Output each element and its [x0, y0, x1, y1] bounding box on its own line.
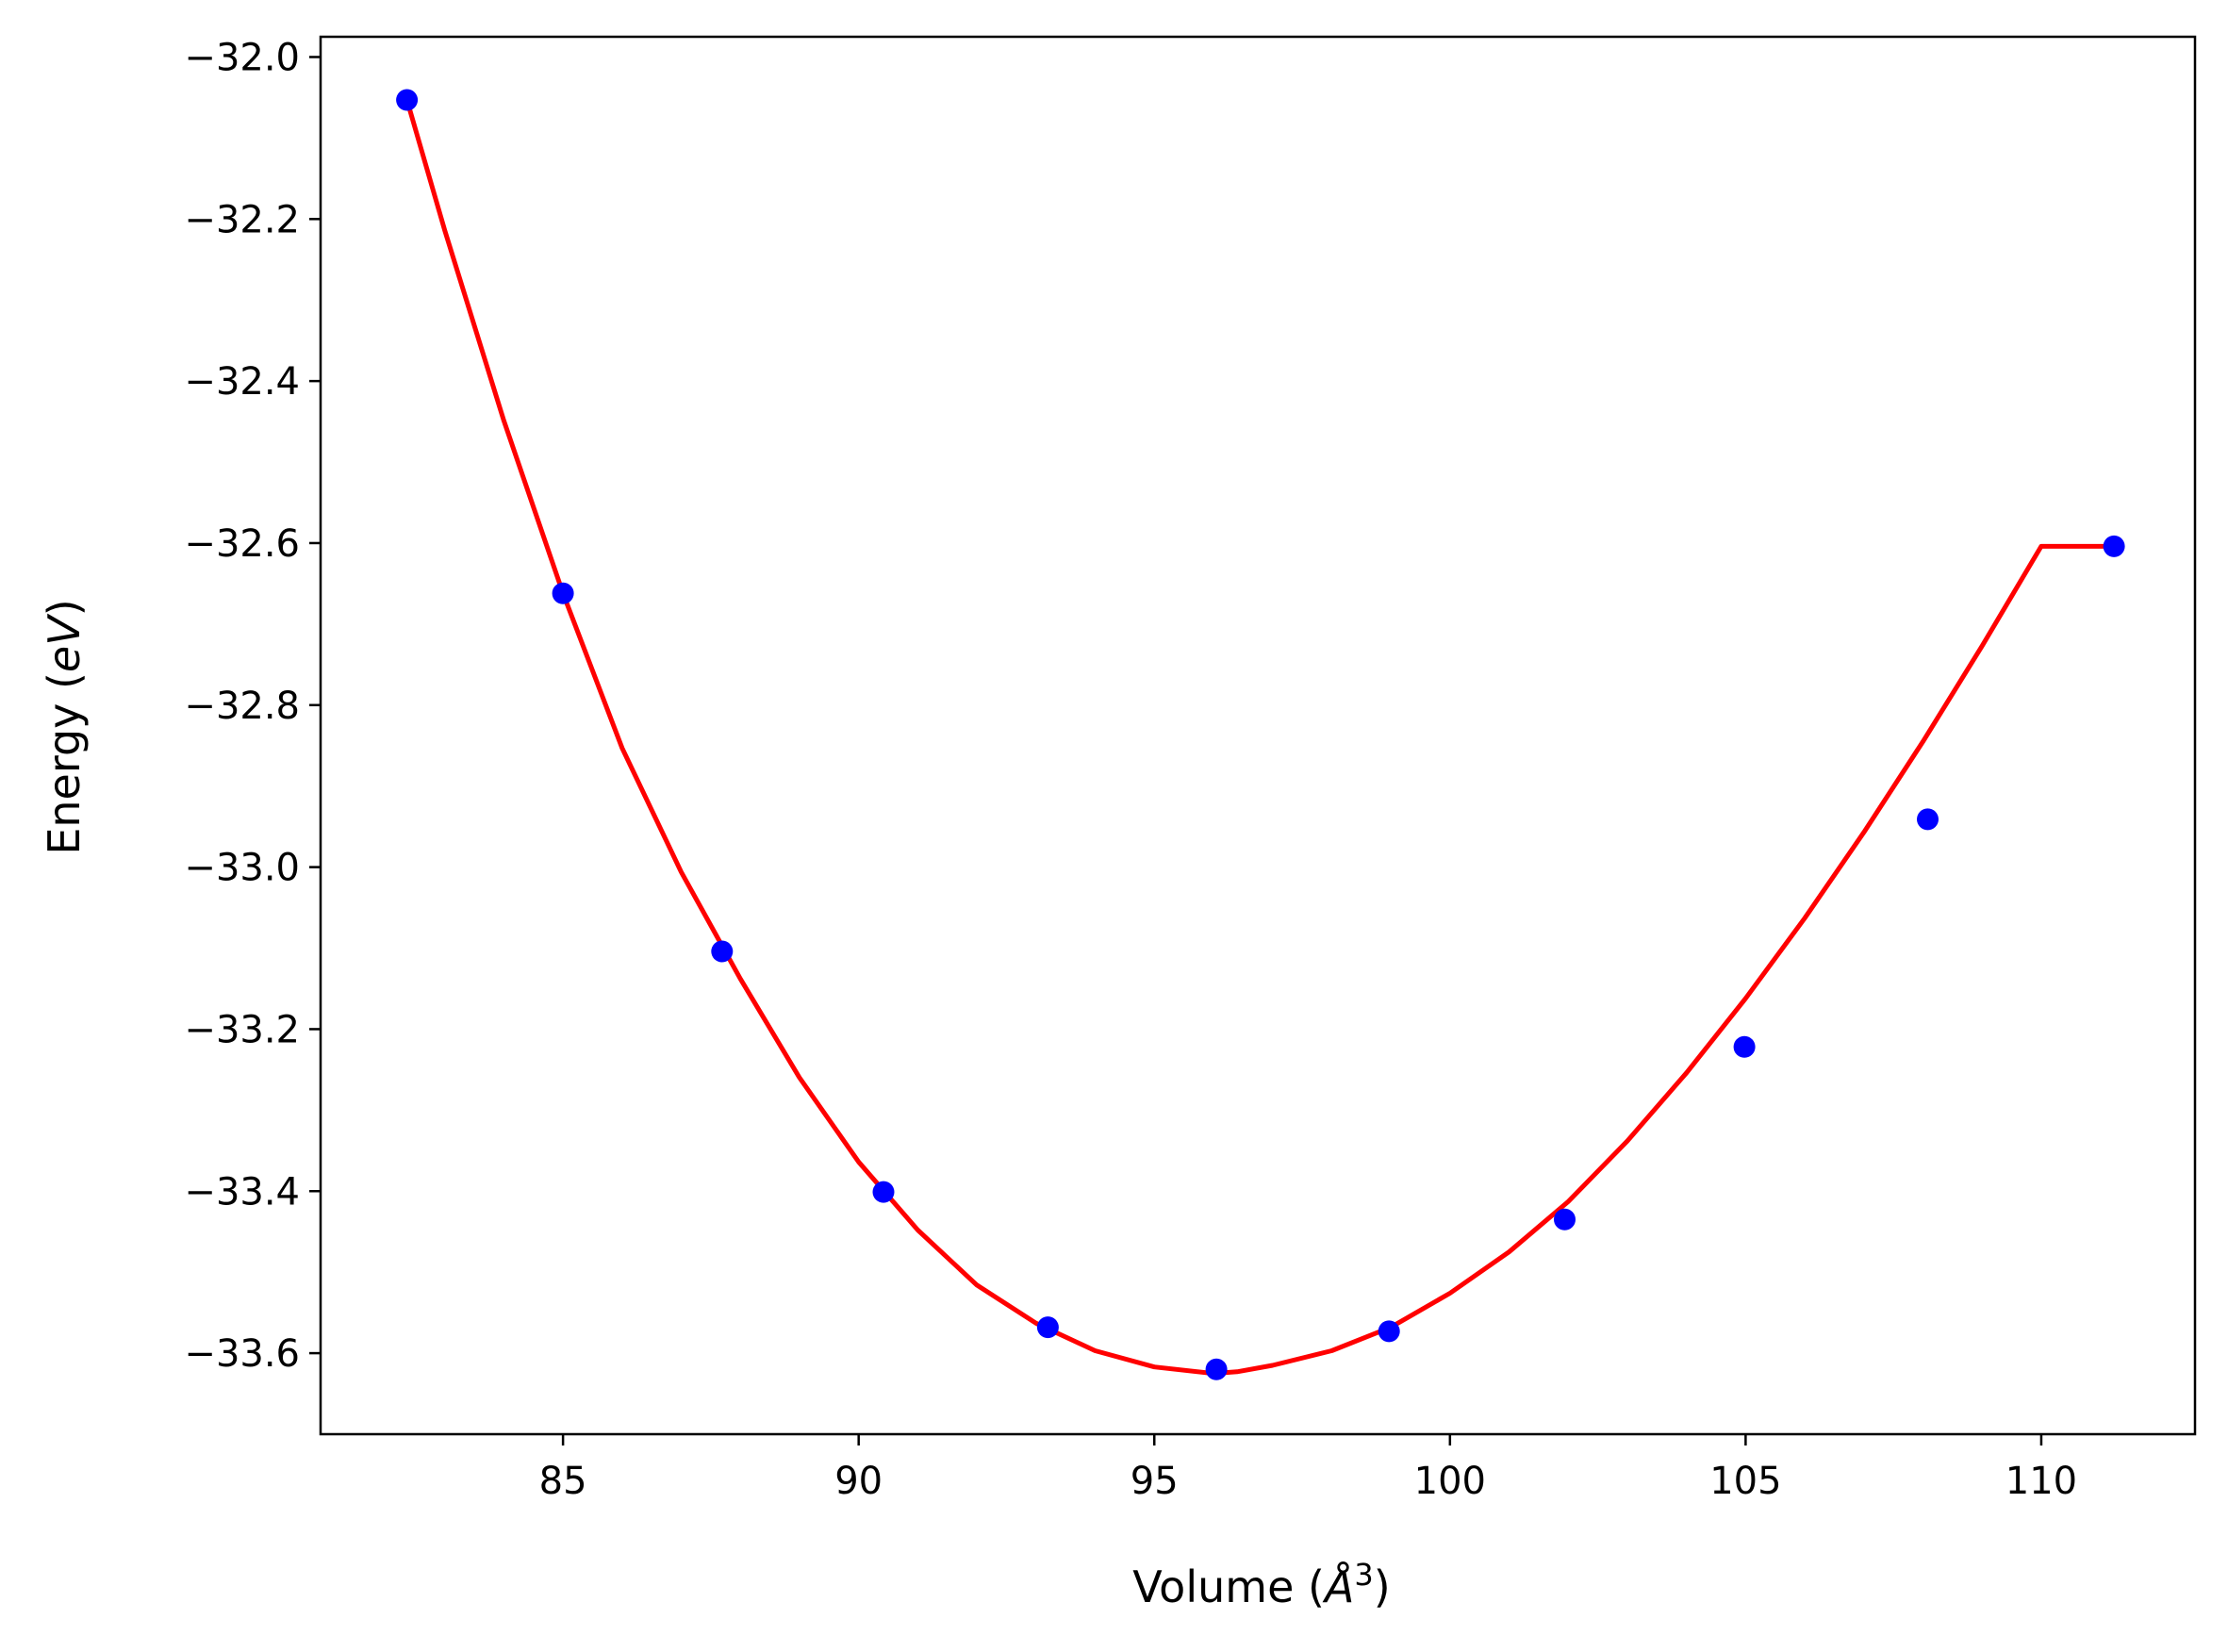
y-axis-label: Energy (eV) — [39, 599, 90, 854]
data-point — [1733, 1035, 1756, 1058]
x-tick-label: 105 — [1709, 1460, 1781, 1503]
y-tick-label: −32.6 — [184, 522, 300, 566]
y-tick-label: −33.6 — [184, 1332, 300, 1376]
x-tick-label: 90 — [834, 1460, 883, 1503]
y-tick-label: −33.0 — [184, 847, 300, 890]
x-tick-label: 85 — [539, 1460, 587, 1503]
data-point — [1554, 1208, 1576, 1231]
data-point — [2103, 535, 2125, 557]
x-tick-label: 95 — [1131, 1460, 1179, 1503]
y-tick-label: −32.2 — [184, 198, 300, 241]
data-point — [1036, 1316, 1059, 1339]
x-axis: 85 90 95 100 105 110 — [539, 1434, 2077, 1503]
y-tick-label: −32.0 — [184, 36, 300, 79]
x-axis-label: Volume (Å3) — [1132, 1557, 1390, 1612]
y-tick-label: −33.2 — [184, 1008, 300, 1051]
data-point — [1205, 1358, 1228, 1380]
fit-curve — [404, 99, 2115, 1377]
x-tick-label: 100 — [1414, 1460, 1486, 1503]
y-axis: −32.0 −32.2 −32.4 −32.6 −32.8 −33.0 −33.2 −33.4… — [184, 36, 321, 1376]
data-point — [872, 1181, 895, 1203]
plot-area — [319, 35, 2197, 1436]
plot-frame — [319, 35, 2197, 1436]
data-point — [711, 940, 734, 963]
data-point — [1378, 1320, 1400, 1343]
x-tick-label: 110 — [2005, 1460, 2077, 1503]
data-point — [1917, 808, 1939, 831]
y-tick-label: −32.4 — [184, 360, 300, 404]
y-tick-label: −32.8 — [184, 685, 300, 728]
data-point — [552, 582, 574, 604]
y-tick-label: −33.4 — [184, 1170, 300, 1214]
data-point — [396, 89, 419, 111]
